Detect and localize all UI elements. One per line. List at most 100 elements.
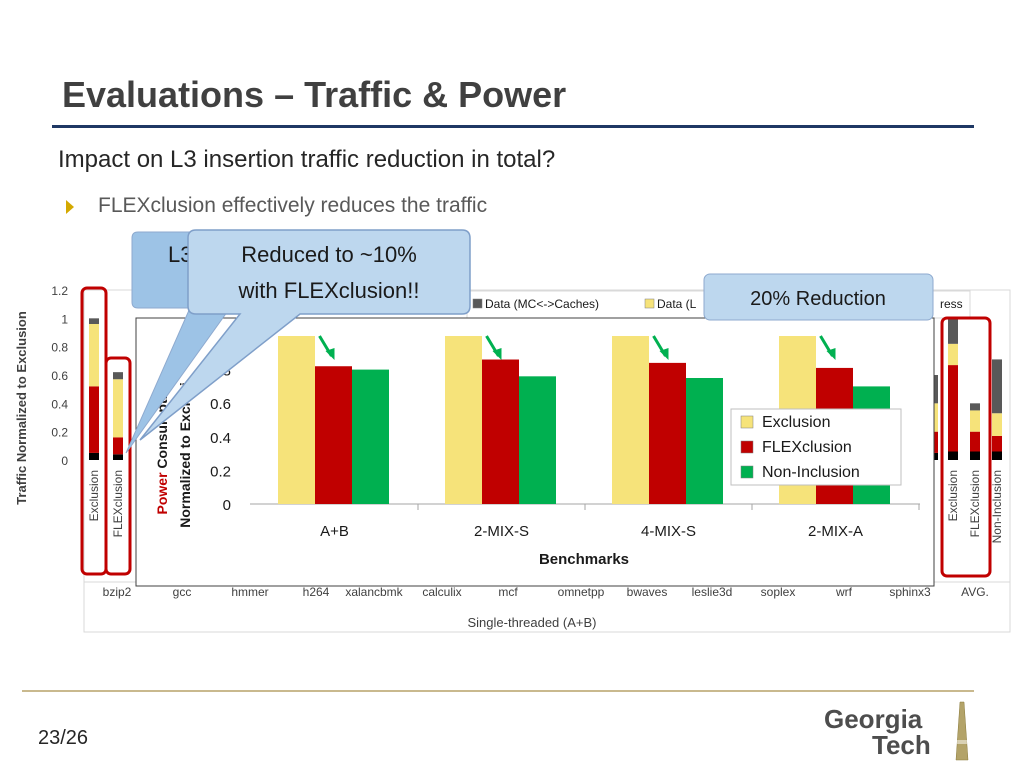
traffic-bar-segment <box>948 451 958 460</box>
power-bar <box>612 336 649 504</box>
power-reduction-arrowhead <box>325 348 335 360</box>
power-legend: Exclusion FLEXclusion Non-Inclusion <box>730 408 902 486</box>
power-category-label: 4-MIX-S <box>641 523 696 540</box>
traffic-bar-segment <box>89 318 99 324</box>
traffic-bar-segment <box>89 386 99 453</box>
traffic-bar-segment <box>113 379 123 438</box>
georgia-tech-logo: Georgia Tech <box>824 701 969 761</box>
traffic-category-label: soplex <box>761 585 796 599</box>
slide-title: Evaluations – Traffic & Power <box>62 74 567 115</box>
traffic-bar-label: Exclusion <box>87 470 101 521</box>
callout-front-line2: with FLEXclusion!! <box>238 278 420 303</box>
reduction-callout-text: 20% Reduction <box>750 288 886 310</box>
traffic-legend-entry: Data (MC<->Caches) <box>485 297 599 311</box>
traffic-category-label: gcc <box>173 585 192 599</box>
highlight-box-avg <box>940 316 992 578</box>
traffic-bar-segment <box>948 343 958 366</box>
power-y-axis-label-bottom: Normalized to Exclusi <box>177 382 193 527</box>
traffic-category-label: h264 <box>303 585 330 599</box>
page-number: 23/26 <box>38 727 89 749</box>
traffic-bar-segment <box>970 403 980 411</box>
power-category-label: 2-MIX-A <box>808 523 863 540</box>
power-y-tick: 0.2 <box>210 463 231 480</box>
power-x-axis-label: Benchmarks <box>539 551 629 568</box>
traffic-y-axis-label: Traffic Normalized to Exclusion <box>14 311 29 505</box>
traffic-y-tick: 1 <box>61 312 68 326</box>
traffic-category-label: bwaves <box>627 585 668 599</box>
power-bar <box>445 336 482 504</box>
traffic-x-axis-label: Single-threaded (A+B) <box>468 615 597 630</box>
traffic-legend-swatch <box>472 298 483 309</box>
traffic-bar-segment <box>970 431 980 452</box>
traffic-category-label: sphinx3 <box>889 585 931 599</box>
traffic-y-ticks: 0 0.2 0.4 0.6 0.8 1 1.2 <box>51 284 68 468</box>
traffic-category-label: AVG. <box>961 585 989 599</box>
power-reduction-arrowhead <box>492 348 502 360</box>
power-legend-entry: Exclusion <box>762 414 830 431</box>
power-reduction-arrowhead <box>826 348 836 360</box>
traffic-y-tick: 0.2 <box>51 426 68 440</box>
power-bar <box>278 336 315 504</box>
traffic-y-tick: 0.8 <box>51 341 68 355</box>
traffic-y-tick: 0.6 <box>51 369 68 383</box>
traffic-category-label: leslie3d <box>692 585 733 599</box>
traffic-category-label: xalancbmk <box>345 585 403 599</box>
traffic-bar-segment <box>113 437 123 455</box>
power-bar <box>482 359 519 504</box>
power-bar <box>686 378 723 504</box>
traffic-bar-segment <box>948 365 958 452</box>
power-x-ticks <box>417 504 920 510</box>
traffic-bar-segment <box>992 413 1002 436</box>
power-reduction-arrows <box>318 335 836 360</box>
power-category-label: 2-MIX-S <box>474 523 529 540</box>
traffic-category-label: hmmer <box>231 585 268 599</box>
power-legend-entry: Non-Inclusion <box>762 464 860 481</box>
traffic-bar-segment <box>113 372 123 380</box>
callout-front-line1: Reduced to ~10% <box>241 242 417 267</box>
power-y-tick: 0.6 <box>210 396 231 413</box>
traffic-category-label: calculix <box>422 585 461 599</box>
traffic-bar-labels: Exclusion FLEXclusion Exclusion FLEXclusion… <box>87 470 1004 543</box>
traffic-bar-segment <box>89 324 99 387</box>
power-legend-swatch <box>740 415 754 429</box>
power-legend-swatch <box>740 440 754 454</box>
traffic-bar-segment <box>970 410 980 432</box>
traffic-category-label: omnetpp <box>558 585 605 599</box>
traffic-legend-entry: ress <box>940 297 963 311</box>
traffic-y-tick: 0.4 <box>51 397 68 411</box>
tech-tower-icon <box>955 701 969 761</box>
title-rule <box>52 125 974 128</box>
traffic-bar-segment <box>992 435 1002 452</box>
traffic-bar-segment <box>89 452 99 460</box>
traffic-bar-segment <box>992 359 1002 414</box>
bullet-arrow-icon <box>66 200 74 214</box>
power-reduction-arrowhead <box>659 348 669 360</box>
footer-rule <box>22 690 974 692</box>
traffic-y-tick: 0 <box>61 454 68 468</box>
traffic-category-label: mcf <box>498 585 518 599</box>
traffic-legend-entry: Data (L <box>657 297 697 311</box>
power-category-labels: A+B 2-MIX-S 4-MIX-S 2-MIX-A <box>320 523 863 540</box>
traffic-legend-swatch <box>644 298 655 309</box>
power-y-tick: 0.4 <box>210 430 231 447</box>
traffic-category-label: bzip2 <box>103 585 132 599</box>
power-legend-entry: FLEXclusion <box>762 439 852 456</box>
svg-text:Tech: Tech <box>872 730 931 760</box>
power-legend-swatch <box>740 465 754 479</box>
power-bar <box>519 376 556 504</box>
traffic-category-labels: bzip2 gcc hmmer h264 xalancbmk calculix mcf omn… <box>103 585 989 599</box>
svg-text:Georgia: Georgia <box>824 704 923 734</box>
traffic-bar-segment <box>992 451 1002 460</box>
power-bar <box>315 366 352 504</box>
power-bar <box>352 369 389 504</box>
traffic-bar-segment <box>970 451 980 460</box>
callout-front: Reduced to ~10% with FLEXclusion!! <box>139 229 471 441</box>
traffic-bar-label: Non-Inclusion <box>990 470 1004 543</box>
reduction-callout: 20% Reduction <box>703 273 934 321</box>
traffic-category-label: wrf <box>835 585 853 599</box>
power-bar <box>649 362 686 504</box>
power-category-label: A+B <box>320 523 349 540</box>
bullet-text: FLEXclusion effectively reduces the traf… <box>98 194 488 217</box>
traffic-bar-segment <box>113 454 123 460</box>
